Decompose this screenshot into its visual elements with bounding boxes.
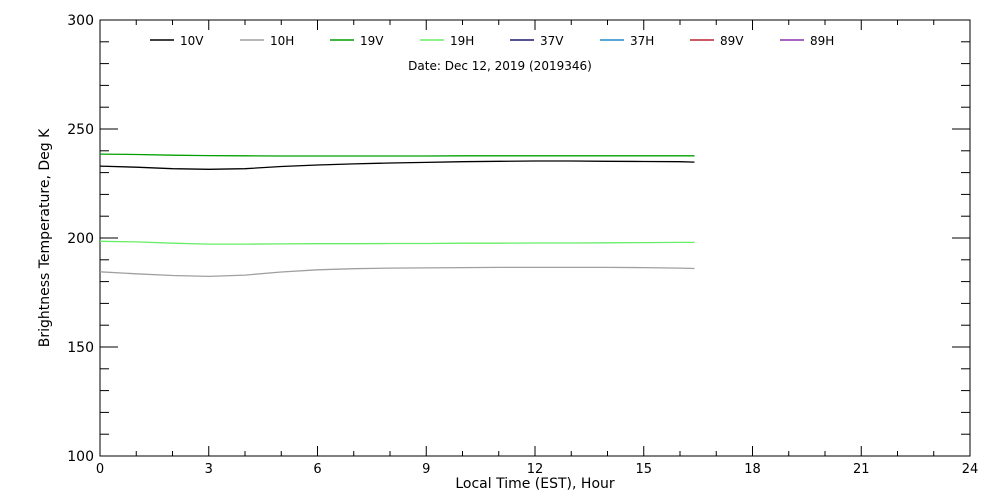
series-line-10h — [99, 266, 695, 278]
x-tick-label: 6 — [313, 462, 321, 477]
legend-label-10v: 10V — [180, 34, 204, 48]
plot-frame — [99, 19, 971, 457]
x-tick-label: 12 — [527, 462, 544, 477]
legend: 10V 10H 19V 19H 37V 37H 89V 89H — [150, 34, 834, 48]
x-axis-label: Local Time (EST), Hour — [455, 476, 615, 492]
series-line-10v — [99, 160, 695, 170]
x-tick-label: 9 — [422, 462, 430, 477]
chart-subtitle: Date: Dec 12, 2019 (2019346) — [408, 59, 592, 73]
legend-label-19h: 19H — [450, 34, 474, 48]
legend-label-37h: 37H — [630, 34, 654, 48]
y-tick-label: 200 — [67, 231, 94, 247]
x-tick-label: 3 — [205, 462, 213, 477]
y-tick-label: 150 — [67, 340, 94, 356]
series-line-19h — [99, 240, 695, 245]
x-tick-label: 18 — [744, 462, 761, 477]
x-tick-label: 0 — [96, 462, 104, 477]
legend-label-37v: 37V — [540, 34, 564, 48]
x-tick-label: 24 — [962, 462, 979, 477]
y-axis-label: Brightness Temperature, Deg K — [37, 128, 53, 347]
axis-ticks — [99, 19, 971, 457]
legend-label-89h: 89H — [810, 34, 834, 48]
x-tick-label: 15 — [635, 462, 652, 477]
legend-label-89v: 89V — [720, 34, 744, 48]
legend-label-19v: 19V — [360, 34, 384, 48]
legend-label-10h: 10H — [270, 34, 294, 48]
y-tick-label: 250 — [67, 122, 94, 138]
y-tick-label: 300 — [67, 13, 94, 29]
axis-tick-labels: 0 3 6 9 12 15 18 21 24 100 150 200 250 300 — [67, 13, 978, 477]
y-tick-label: 100 — [67, 449, 94, 465]
series-line-19v — [99, 153, 695, 157]
x-tick-label: 21 — [853, 462, 870, 477]
series-lines — [99, 153, 695, 278]
